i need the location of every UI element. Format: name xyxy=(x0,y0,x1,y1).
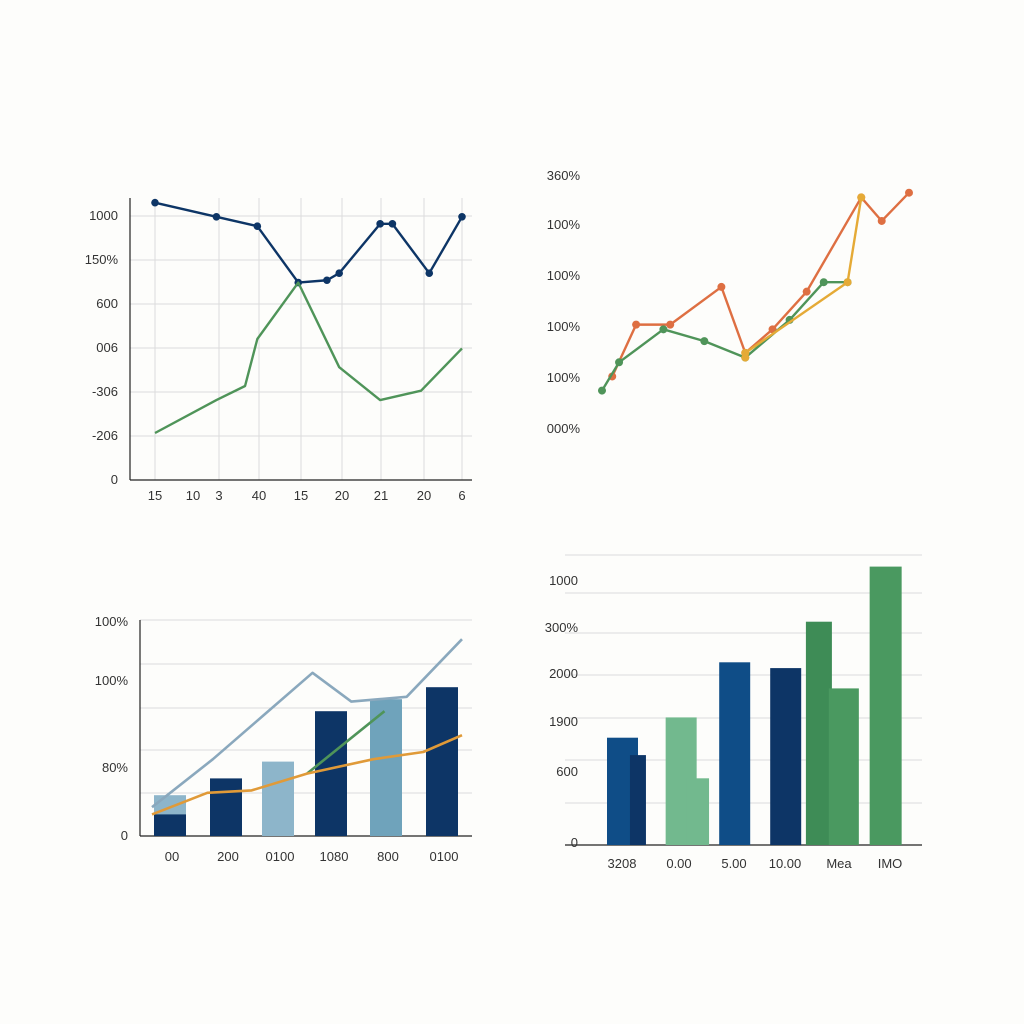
x-tick-label: 1080 xyxy=(320,849,349,864)
data-point xyxy=(802,287,811,296)
data-point xyxy=(598,386,606,395)
x-tick-label: 3208 xyxy=(608,856,637,871)
data-point xyxy=(659,325,668,334)
bar xyxy=(262,761,294,836)
y-tick-label: 100% xyxy=(547,370,581,385)
bar xyxy=(719,662,751,845)
y-tick-label: 150% xyxy=(85,252,119,267)
x-tick-label: 10 xyxy=(186,488,200,503)
x-tick-label: 5.00 xyxy=(721,856,746,871)
series-line-gold xyxy=(151,734,463,816)
y-tick-label: 360% xyxy=(547,168,581,183)
x-tick-label: 20 xyxy=(417,488,431,503)
series-line-steel xyxy=(151,638,463,809)
y-tick-label: 300% xyxy=(545,620,579,635)
data-point xyxy=(741,348,750,357)
bar xyxy=(805,621,832,845)
data-point xyxy=(700,337,709,346)
chart-4-bar: 1000 300% 2000 1900 600 0 3208 0.00 5.00 10.00 Mea… xyxy=(545,554,922,871)
x-tick-label: 6 xyxy=(458,488,465,503)
bar xyxy=(154,814,186,836)
series-line-green xyxy=(154,281,463,435)
data-point xyxy=(425,269,434,278)
y-tick-label: 2000 xyxy=(549,666,578,681)
series-line-navy xyxy=(154,201,464,284)
data-point xyxy=(253,222,262,230)
bar xyxy=(869,566,902,845)
data-point xyxy=(151,198,159,207)
data-point xyxy=(323,276,331,285)
y-tick-label: -206 xyxy=(92,428,118,443)
series-line-orange xyxy=(611,191,910,377)
data-point xyxy=(843,278,852,287)
x-tick-label: 0100 xyxy=(266,849,295,864)
data-point xyxy=(335,269,344,278)
series-line-yellow xyxy=(744,197,863,358)
bar xyxy=(629,755,646,845)
bar xyxy=(210,778,242,836)
y-tick-label: 0 xyxy=(111,472,118,487)
y-tick-label: 0 xyxy=(571,835,578,850)
bar xyxy=(370,699,402,836)
y-tick-label: 100% xyxy=(547,268,581,283)
y-tick-label: 100% xyxy=(95,614,129,629)
x-tick-label: 800 xyxy=(377,849,399,864)
y-tick-label: 600 xyxy=(96,296,118,311)
x-tick-label: 0100 xyxy=(430,849,459,864)
y-tick-label: -306 xyxy=(92,384,118,399)
x-tick-label: 15 xyxy=(294,488,308,503)
bar xyxy=(770,668,802,845)
data-point xyxy=(905,188,913,197)
series-line-green xyxy=(600,281,848,392)
y-tick-label: 1000 xyxy=(549,573,578,588)
x-tick-label: 00 xyxy=(165,849,179,864)
x-tick-label: 3 xyxy=(215,488,222,503)
data-point xyxy=(717,282,726,291)
data-point xyxy=(819,278,828,287)
chart-3-bar-line: 100%100%80%000 200 0100 1080 800 0100 xyxy=(95,614,472,864)
data-point xyxy=(666,320,675,329)
y-tick-label: 100% xyxy=(547,319,581,334)
y-tick-label: 600 xyxy=(556,764,578,779)
data-point xyxy=(632,320,641,329)
y-tick-label: 006 xyxy=(96,340,118,355)
x-tick-label: 21 xyxy=(374,488,388,503)
data-point xyxy=(388,220,397,228)
bar xyxy=(828,688,859,845)
bar xyxy=(315,711,347,836)
series-line-green xyxy=(306,710,386,775)
chart-1-line: 1000 150% 600 006 -306 -206 0 15 10 3 40 15 20 21 20 6 xyxy=(85,198,472,503)
x-tick-label: Mea xyxy=(826,856,852,871)
y-tick-label: 100% xyxy=(547,217,581,232)
bar xyxy=(426,687,458,836)
data-point xyxy=(877,216,886,225)
data-point xyxy=(857,193,866,202)
y-tick-label: 1900 xyxy=(549,714,578,729)
y-tick-label: 1000 xyxy=(89,208,118,223)
chart-2-line: 360% 100% 100% 100% 100% 000% xyxy=(547,168,913,436)
y-tick-label: 100% xyxy=(95,673,129,688)
data-point xyxy=(376,220,384,228)
y-tick-label: 0 xyxy=(121,828,128,843)
x-tick-label: 15 xyxy=(148,488,162,503)
y-tick-label: 000% xyxy=(547,421,581,436)
data-point xyxy=(615,358,624,367)
x-tick-label: 200 xyxy=(217,849,239,864)
data-point xyxy=(212,213,221,221)
x-tick-label: 40 xyxy=(252,488,266,503)
x-tick-label: IMO xyxy=(878,856,903,871)
x-tick-label: 20 xyxy=(335,488,349,503)
data-point xyxy=(458,213,466,221)
y-tick-label: 80% xyxy=(102,760,128,775)
x-tick-label: 10.00 xyxy=(769,856,802,871)
x-tick-label: 0.00 xyxy=(666,856,691,871)
bar xyxy=(686,778,710,845)
